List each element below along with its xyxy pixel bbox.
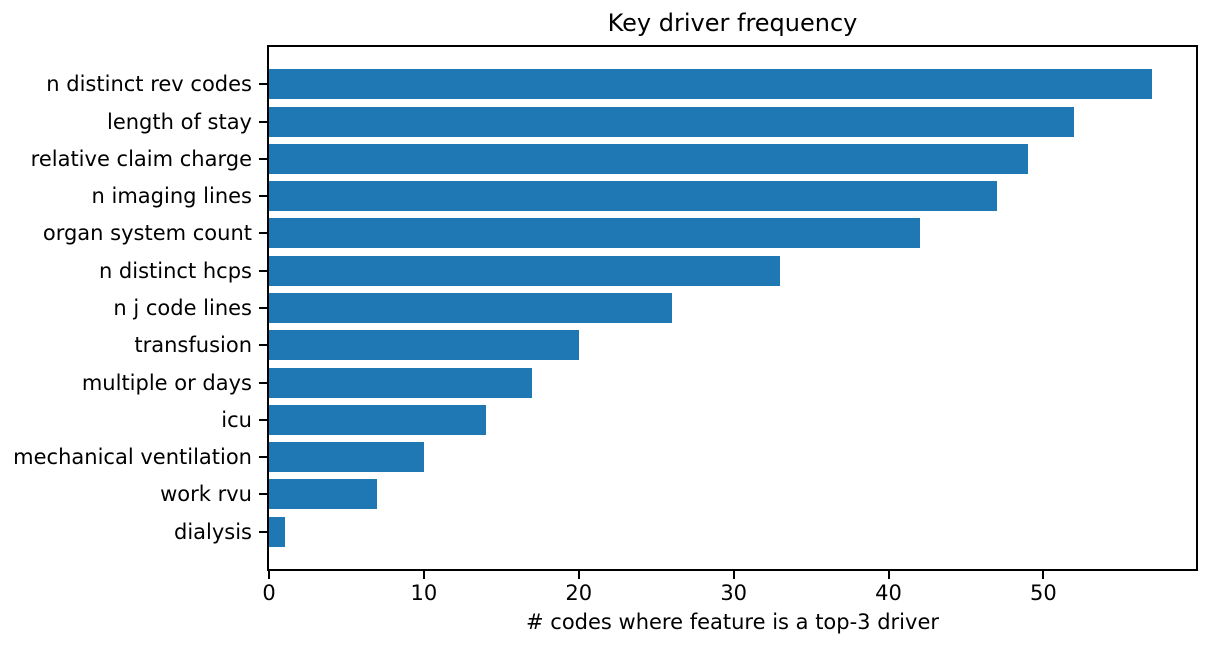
x-tick-label: 40 bbox=[875, 581, 902, 605]
y-tick-mark bbox=[259, 493, 267, 496]
y-axis-label: icu bbox=[221, 407, 252, 432]
bar bbox=[269, 106, 1075, 137]
y-axis-label: dialysis bbox=[173, 519, 252, 544]
y-tick-mark bbox=[259, 418, 267, 421]
bar bbox=[269, 479, 378, 510]
y-axis-label: transfusion bbox=[134, 333, 252, 358]
y-tick-mark bbox=[259, 307, 267, 309]
y-tick-mark bbox=[259, 530, 267, 533]
x-tick-mark bbox=[887, 571, 890, 579]
y-axis-label: multiple or days bbox=[81, 370, 252, 395]
x-tick-mark bbox=[268, 571, 270, 579]
x-tick-label: 10 bbox=[410, 581, 438, 605]
bar bbox=[269, 516, 285, 547]
y-axis-label: n j code lines bbox=[113, 296, 252, 320]
bar bbox=[269, 330, 579, 361]
y-axis-label: length of stay bbox=[106, 109, 252, 134]
bar bbox=[269, 143, 1028, 174]
bar bbox=[269, 442, 424, 473]
y-tick-mark bbox=[259, 232, 267, 235]
x-axis-title: # codes where feature is a top-3 driver bbox=[526, 610, 939, 634]
x-tick-mark bbox=[422, 571, 425, 579]
plot-area bbox=[267, 45, 1198, 571]
x-tick-mark bbox=[577, 571, 580, 579]
bar bbox=[269, 404, 486, 435]
x-tick-label: 50 bbox=[1030, 581, 1057, 605]
y-tick-mark bbox=[259, 344, 267, 347]
x-tick-mark bbox=[1042, 571, 1045, 579]
bar bbox=[269, 181, 997, 212]
y-tick-mark bbox=[259, 456, 267, 459]
y-axis-label: organ system count bbox=[42, 221, 252, 246]
y-axis-label: mechanical ventilation bbox=[13, 445, 252, 470]
x-tick-label: 0 bbox=[262, 581, 276, 605]
x-tick-label: 30 bbox=[720, 581, 748, 605]
y-tick-mark bbox=[259, 195, 267, 198]
bar bbox=[269, 367, 533, 398]
y-axis-label: work rvu bbox=[160, 482, 252, 507]
bar bbox=[269, 218, 920, 249]
y-tick-mark bbox=[259, 120, 267, 123]
x-tick-label: 20 bbox=[565, 581, 593, 605]
bar bbox=[269, 293, 672, 323]
bar bbox=[269, 69, 1152, 100]
y-axis-label: n distinct hcps bbox=[98, 258, 252, 283]
chart-title: Key driver frequency bbox=[607, 9, 858, 37]
x-tick-mark bbox=[732, 571, 735, 579]
y-axis-label: n imaging lines bbox=[91, 184, 252, 209]
y-tick-mark bbox=[259, 269, 267, 272]
y-tick-mark bbox=[259, 83, 267, 86]
y-axis-label: relative claim charge bbox=[30, 146, 252, 171]
y-tick-mark bbox=[259, 157, 267, 160]
y-tick-mark bbox=[259, 381, 267, 384]
y-axis-label: n distinct rev codes bbox=[46, 72, 252, 97]
bar bbox=[269, 255, 781, 286]
